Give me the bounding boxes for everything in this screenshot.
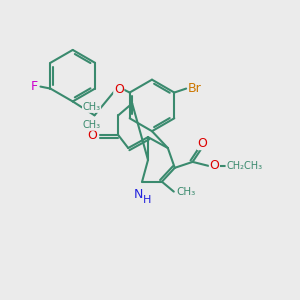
- Text: O: O: [198, 136, 207, 150]
- Text: Br: Br: [188, 82, 202, 95]
- Text: CH₂CH₃: CH₂CH₃: [226, 161, 262, 171]
- Text: O: O: [209, 159, 219, 172]
- Text: O: O: [88, 129, 98, 142]
- Text: H: H: [143, 194, 151, 205]
- Text: F: F: [31, 80, 38, 93]
- Text: N: N: [134, 188, 143, 201]
- Text: CH₃: CH₃: [176, 187, 195, 196]
- Text: CH₃: CH₃: [82, 102, 100, 112]
- Text: CH₃: CH₃: [82, 120, 100, 130]
- Text: O: O: [114, 83, 124, 96]
